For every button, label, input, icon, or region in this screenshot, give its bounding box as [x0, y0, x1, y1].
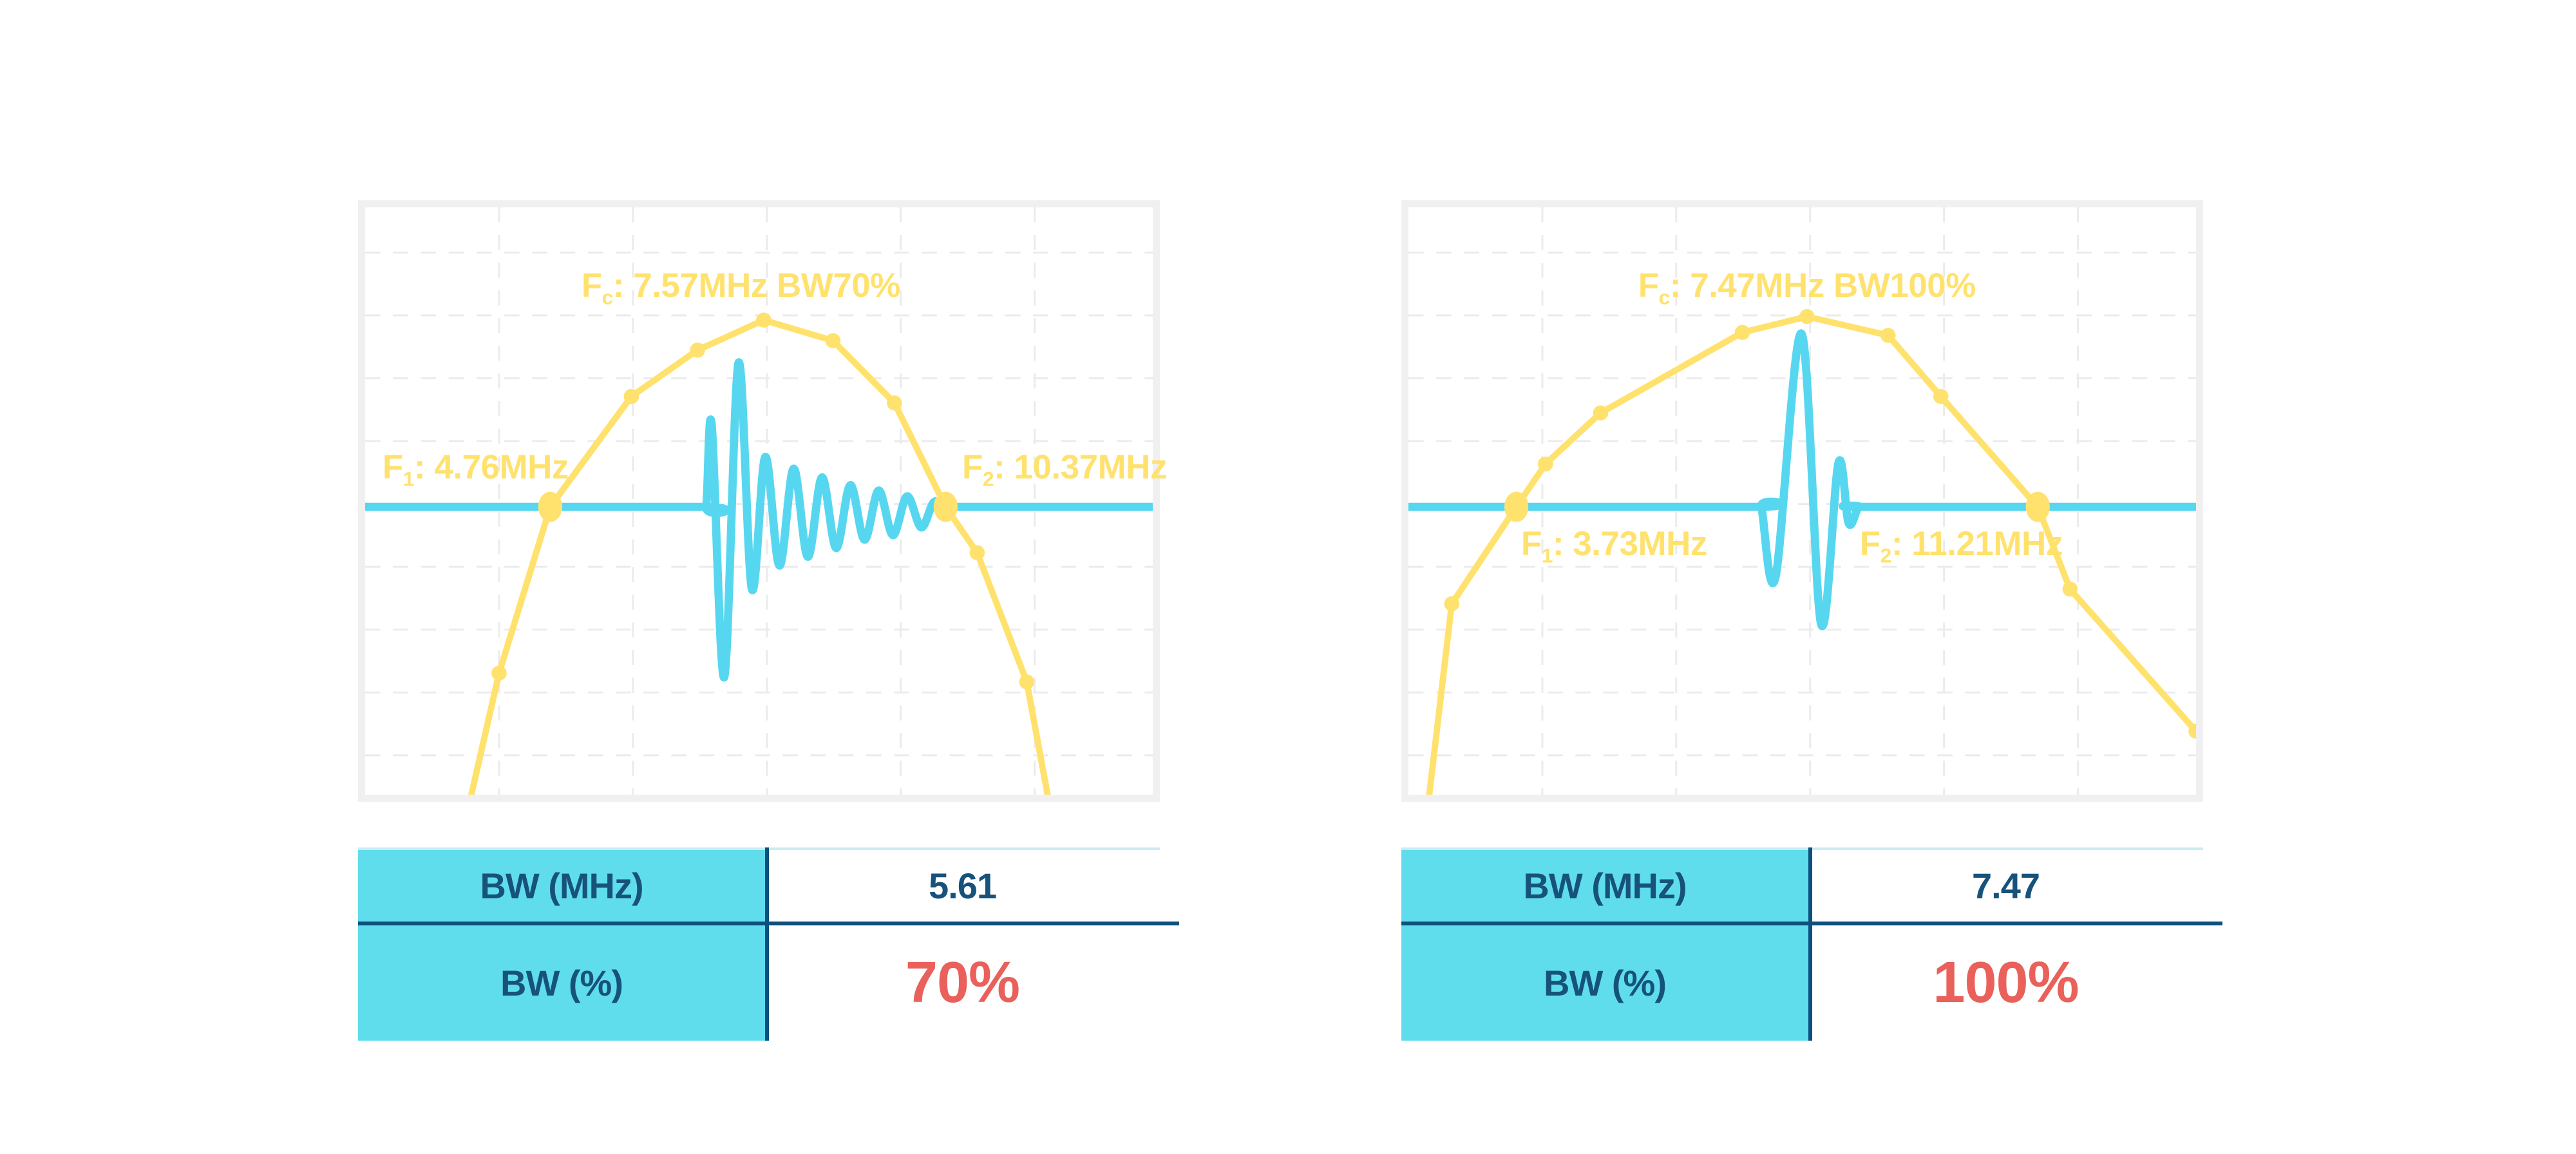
- table-row-bw-pct: BW (%) 70%: [358, 925, 1160, 1041]
- spectrum-chart-bw100: [1408, 207, 2196, 795]
- f1-annotation-subscript: 1: [402, 467, 415, 491]
- f1-annotation-subscript: 1: [1541, 544, 1553, 567]
- table-top-rule: [1401, 847, 2203, 850]
- f1-annotation-prefix: F: [1520, 525, 1542, 563]
- spectrum-plot-bw100: Fc: 7.47MHz BW100% F1: 3.73MHz F2: 11.21…: [1401, 200, 2203, 802]
- f2-annotation: F2: 10.37MHz: [962, 448, 1168, 489]
- table-column-rule: [765, 847, 769, 1041]
- bw-pct-value-cell: 70%: [905, 951, 1020, 1015]
- fc-annotation-prefix: F: [1638, 266, 1659, 305]
- figure-bw100: Fc: 7.47MHz BW100% F1: 3.73MHz F2: 11.21…: [1401, 200, 2222, 1041]
- bw-mhz-label-cell: BW (MHz): [1401, 850, 1808, 922]
- bw-pct-label-cell: BW (%): [358, 925, 765, 1041]
- spectrum-plot-bw70: Fc: 7.57MHz BW70% F1: 4.76MHz F2: 10.37M…: [358, 200, 1168, 802]
- fc-annotation-prefix: F: [581, 266, 602, 305]
- f2-annotation-subscript: 2: [1880, 544, 1892, 567]
- bw-table-bw70: BW (MHz) 5.61 BW (%) 70%: [358, 847, 1179, 1041]
- spectrum-chart-bw70: [365, 207, 1153, 795]
- bw-pct-value-cell: 100%: [1933, 951, 2079, 1015]
- f2-annotation-prefix: F: [1859, 525, 1880, 563]
- fc-annotation: Fc: 7.57MHz BW70%: [581, 266, 901, 308]
- table-row-bw-pct: BW (%) 100%: [1401, 925, 2203, 1041]
- f2-annotation-text: : 11.21MHz: [1891, 525, 2063, 563]
- fc-annotation: Fc: 7.47MHz BW100%: [1638, 266, 1976, 308]
- f2-annotation: F2: 11.21MHz: [1859, 525, 2063, 566]
- bw-mhz-value-cell: 7.47: [1972, 866, 2040, 906]
- table-row-bw-mhz: BW (MHz) 7.47: [1401, 850, 2203, 922]
- figure-bw70: Fc: 7.57MHz BW70% F1: 4.76MHz F2: 10.37M…: [358, 200, 1179, 1041]
- fc-annotation-subscript: c: [601, 285, 614, 309]
- bw-mhz-label-cell: BW (MHz): [358, 850, 765, 922]
- bw-mhz-value-cell: 5.61: [929, 866, 997, 906]
- f1-annotation-text: : 4.76MHz: [413, 448, 569, 486]
- f2-annotation-prefix: F: [962, 448, 983, 486]
- f1-annotation: F1: 4.76MHz: [382, 448, 569, 489]
- table-column-rule: [1808, 847, 1812, 1041]
- f1-annotation-text: : 3.73MHz: [1552, 525, 1707, 563]
- fc-annotation-subscript: c: [1658, 285, 1671, 309]
- f2-annotation-subscript: 2: [982, 467, 994, 491]
- table-top-rule: [358, 847, 1160, 850]
- f1-annotation: F1: 3.73MHz: [1520, 525, 1708, 566]
- f1-annotation-prefix: F: [382, 448, 403, 486]
- fc-annotation-text: : 7.47MHz BW100%: [1669, 266, 1976, 305]
- f2-annotation-text: : 10.37MHz: [994, 448, 1168, 486]
- table-row-bw-mhz: BW (MHz) 5.61: [358, 850, 1160, 922]
- fc-annotation-text: : 7.57MHz BW70%: [612, 266, 901, 305]
- bw-table-bw100: BW (MHz) 7.47 BW (%) 100%: [1401, 847, 2222, 1041]
- bw-pct-label-cell: BW (%): [1401, 925, 1808, 1041]
